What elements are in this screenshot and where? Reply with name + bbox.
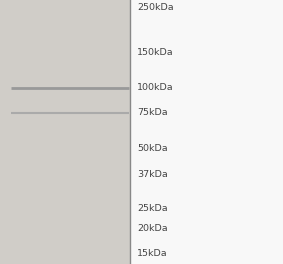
Text: 25kDa: 25kDa: [137, 204, 168, 213]
Bar: [0, 0, 130, 264]
Text: 37kDa: 37kDa: [137, 170, 168, 179]
Text: 250kDa: 250kDa: [137, 3, 174, 12]
Text: 75kDa: 75kDa: [137, 109, 168, 117]
Text: 20kDa: 20kDa: [137, 224, 168, 233]
Text: 15kDa: 15kDa: [137, 249, 168, 258]
Text: 150kDa: 150kDa: [137, 48, 174, 57]
Text: 100kDa: 100kDa: [137, 83, 174, 92]
Text: 50kDa: 50kDa: [137, 144, 168, 153]
